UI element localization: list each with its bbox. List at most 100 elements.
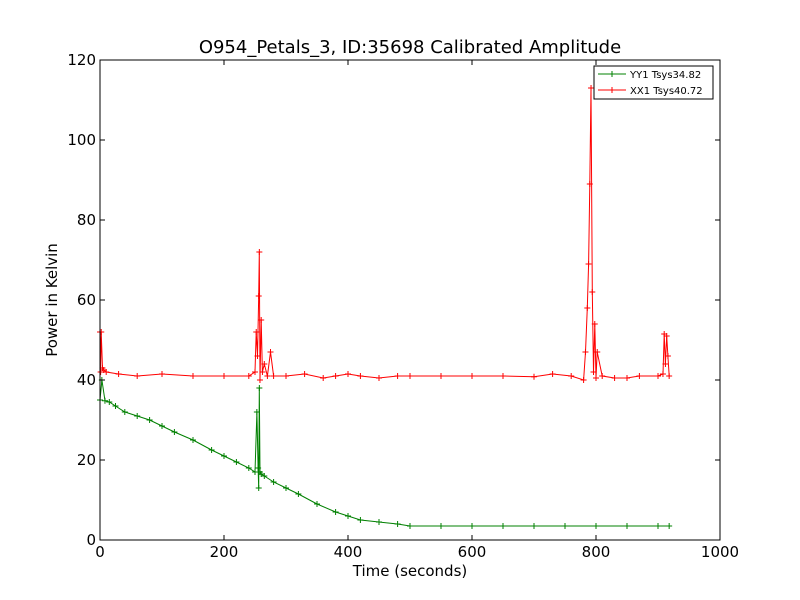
data-point [469,373,475,379]
data-point [469,523,475,529]
data-point [253,329,260,335]
data-point [655,523,661,529]
legend: YY1 Tsys34.82 XX1 Tsys40.72 [593,65,714,100]
data-point [438,373,444,379]
data-point [394,373,401,379]
data-point [584,305,591,311]
data-point [662,361,669,367]
data-point [636,373,643,379]
data-point [112,403,119,409]
y-tick-label: 120 [67,51,96,69]
data-point [115,371,122,377]
data-point [283,373,289,379]
data-point [98,329,105,335]
data-point [106,399,113,405]
data-point [256,377,263,383]
data-point [438,523,444,529]
data-point [588,85,595,91]
data-point [295,491,302,497]
data-point [666,373,673,379]
series-0 [97,377,673,529]
data-point [568,373,575,379]
data-point [580,377,587,383]
data-point [655,373,661,379]
data-point [254,353,261,359]
x-tick-label: 800 [582,543,611,561]
x-tick-label: 0 [95,543,105,561]
data-point [159,423,165,429]
ticks-layer: 0 200 400 600 800 1000 0 20 40 60 80 100 120 [67,51,739,561]
data-point [101,397,108,404]
data-point [221,453,227,459]
series-line [99,379,670,527]
y-tick-label: 40 [77,371,96,389]
data-point [599,373,606,379]
data-point [624,523,630,529]
data-point [221,373,227,379]
legend-marker [609,71,615,77]
data-point [121,409,128,415]
data-point [376,519,382,525]
data-point [376,375,382,381]
data-point [345,371,351,377]
data-point [264,373,271,379]
data-point [159,371,165,377]
data-point [270,479,277,485]
y-tick-label: 80 [77,211,96,229]
data-point [261,361,268,367]
y-tick-label: 0 [86,531,96,549]
data-point [190,437,196,443]
data-point [586,181,593,187]
data-point [208,447,215,453]
data-point [171,429,178,435]
data-point [407,523,413,529]
x-tick-label: 400 [334,543,363,561]
x-tick-label: 200 [210,543,239,561]
data-point [256,385,263,391]
data-point [267,349,274,355]
data-point [255,465,262,471]
y-tick-label: 20 [77,451,96,469]
data-point [256,249,263,255]
data-point [664,353,671,359]
data-point [245,373,252,379]
legend-label-xx1: XX1 Tsys40.72 [630,86,703,97]
data-point [332,509,339,515]
data-point [394,521,401,527]
y-axis-label: Power in Kelvin [43,243,61,357]
data-point [301,371,308,377]
data-point [593,375,599,381]
plot-area [97,59,721,541]
data-point [611,375,618,381]
data-point [594,349,601,355]
data-point [252,369,258,375]
legend-entry-yy1: YY1 Tsys34.82 [598,70,701,81]
series-layer [97,85,673,529]
data-point [233,459,240,465]
data-point [407,373,413,379]
data-point [357,373,364,379]
data-point [589,289,596,295]
data-point [357,517,364,523]
data-point [562,523,568,529]
y-tick-label: 60 [77,291,96,309]
legend-label-yy1: YY1 Tsys34.82 [629,70,701,81]
data-point [283,485,289,491]
data-point [531,523,537,529]
data-point [500,523,506,529]
data-point [255,485,262,491]
data-point [659,371,666,377]
data-point [624,375,630,381]
x-tick-label: 600 [458,543,487,561]
data-point [146,417,153,423]
plot-frame [100,60,720,540]
data-point [666,523,673,529]
data-point [270,373,277,379]
data-point [663,333,670,339]
data-point [590,369,597,375]
data-point [103,369,110,375]
legend-marker [609,87,615,93]
data-point [255,293,262,299]
x-axis-label: Time (seconds) [352,562,468,580]
